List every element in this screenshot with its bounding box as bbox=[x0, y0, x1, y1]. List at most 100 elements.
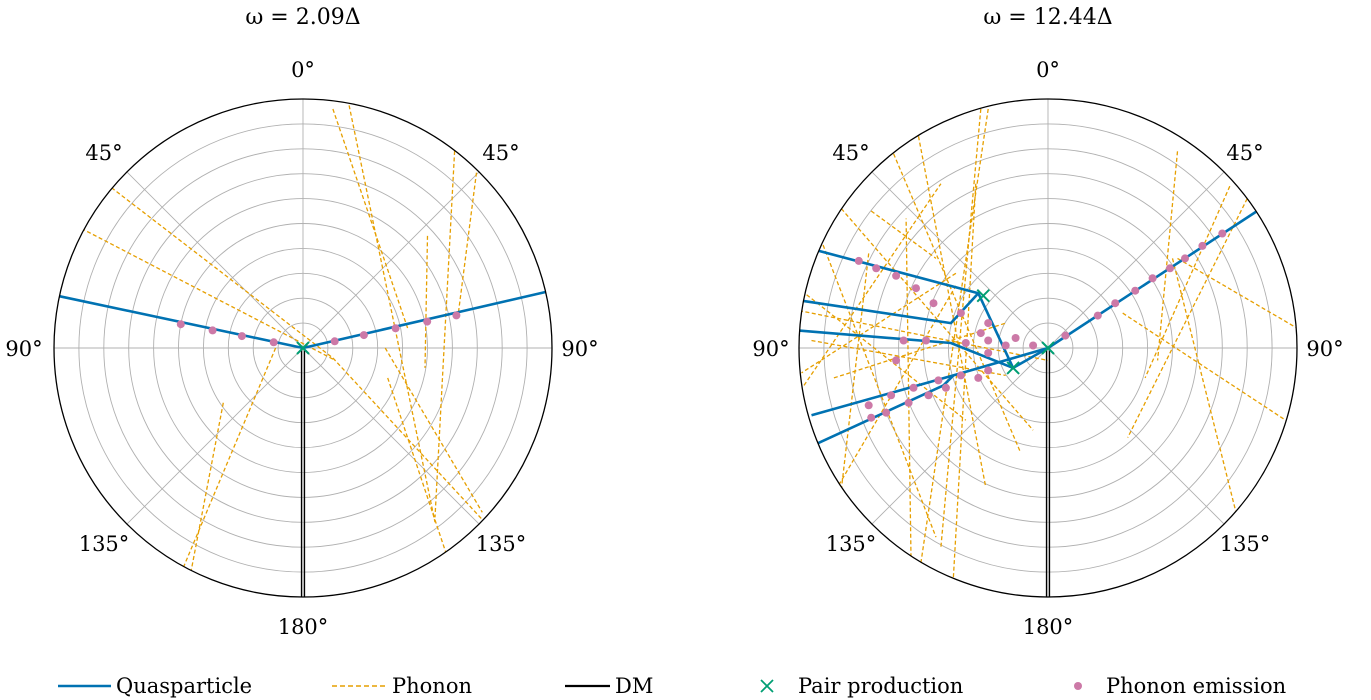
phonon-line bbox=[920, 108, 989, 563]
polar-plot-right: ω = 12.44Δ 0° 45° 45° 90° 90° 135° 135° … bbox=[752, 5, 1343, 639]
plot-title-left: ω = 2.09Δ bbox=[245, 5, 360, 30]
phonon-line bbox=[801, 272, 957, 374]
phonon-line bbox=[81, 227, 336, 361]
pair-production-stroke bbox=[976, 289, 990, 303]
angle-label-lower-right-left: 135° bbox=[476, 532, 527, 556]
angle-label-upper-right-left: 45° bbox=[482, 141, 519, 165]
phonon-emission-point bbox=[1061, 331, 1070, 340]
phonon-emission-point bbox=[924, 391, 933, 400]
phonon-emission-points-left bbox=[176, 311, 461, 347]
phonon-emission-point bbox=[974, 373, 983, 382]
phonon-emission-point bbox=[423, 317, 432, 326]
phonon-emission-point bbox=[1198, 241, 1207, 250]
legend-item-quasiparticle: Quasparticle bbox=[58, 674, 252, 698]
phonon-line bbox=[1144, 185, 1231, 379]
legend-label-pair-production: Pair production bbox=[798, 674, 963, 698]
legend-swatch-pair-production bbox=[760, 679, 774, 693]
grid-spoke bbox=[302, 347, 480, 525]
angle-label-left-left: 90° bbox=[5, 337, 42, 361]
phonon-emission-point bbox=[872, 264, 881, 273]
phonon-emission-point bbox=[882, 408, 891, 417]
quasiparticle-line bbox=[811, 346, 1049, 417]
legend: Quasparticle Phonon DM Pair production P… bbox=[58, 674, 1286, 698]
phonon-emission-point bbox=[956, 371, 965, 380]
phonon-emission-point bbox=[1131, 286, 1140, 295]
angle-label-bottom-left: 180° bbox=[278, 615, 329, 639]
phonon-line bbox=[840, 253, 870, 490]
phonon-emission-point bbox=[1029, 341, 1038, 350]
phonon-line bbox=[456, 166, 478, 321]
phonon-line bbox=[190, 402, 224, 573]
phonon-emission-point bbox=[984, 336, 993, 345]
phonon-emission-point bbox=[1093, 311, 1102, 320]
phonon-emission-point bbox=[984, 349, 993, 357]
grid-spoke bbox=[1047, 347, 1225, 525]
phonon-emission-point bbox=[1001, 341, 1010, 350]
grid-spoke bbox=[126, 347, 304, 525]
phonon-line bbox=[870, 210, 937, 259]
legend-label-dm: DM bbox=[615, 674, 653, 698]
phonon-emission-point bbox=[452, 311, 461, 320]
dm-line-right bbox=[1045, 348, 1051, 597]
phonon-emission-point bbox=[330, 337, 339, 346]
phonon-line bbox=[952, 183, 977, 578]
angle-label-upper-left-left: 45° bbox=[85, 141, 122, 165]
pair-production-markers-right bbox=[976, 289, 1055, 375]
grid-spoke bbox=[302, 171, 480, 349]
phonon-line bbox=[424, 235, 429, 368]
phonon-emission-point bbox=[941, 383, 950, 392]
phonon-emission-point bbox=[867, 413, 876, 422]
phonon-emission-point bbox=[892, 356, 901, 365]
phonon-emission-point bbox=[984, 366, 993, 375]
phonon-emission-point bbox=[854, 256, 863, 265]
legend-item-phonon: Phonon bbox=[332, 674, 472, 698]
legend-item-pair-production: Pair production bbox=[760, 674, 963, 698]
phonon-emission-point bbox=[934, 376, 943, 385]
polar-frame-left bbox=[53, 98, 553, 598]
angle-label-lower-right-right: 135° bbox=[1220, 532, 1271, 556]
polar-frame-right bbox=[798, 98, 1298, 598]
phonon-emission-point bbox=[892, 271, 901, 280]
legend-label-phonon-emission: Phonon emission bbox=[1106, 674, 1286, 698]
phonon-emission-point bbox=[269, 338, 278, 347]
phonon-line bbox=[801, 290, 967, 421]
angle-label-upper-right-right: 45° bbox=[1226, 141, 1263, 165]
pair-production-stroke bbox=[1006, 361, 1020, 375]
phonon-line bbox=[387, 377, 449, 558]
phonon-emission-point bbox=[887, 391, 896, 400]
pair-production-stroke bbox=[1041, 341, 1055, 355]
phonon-line bbox=[347, 99, 436, 523]
phonon-line bbox=[105, 183, 334, 359]
phonon-line bbox=[1156, 151, 1179, 361]
angle-label-left-right: 90° bbox=[752, 337, 789, 361]
polar-plot-left: ω = 2.09Δ 0° 45° 45° 90° 90° 135° 135° 1… bbox=[5, 5, 598, 639]
phonon-emission-point bbox=[391, 324, 400, 333]
angle-label-lower-left-right: 135° bbox=[826, 532, 877, 556]
phonon-emission-point bbox=[1218, 229, 1227, 238]
angle-label-top-left: 0° bbox=[291, 58, 315, 82]
phonon-emission-points-right bbox=[854, 229, 1227, 422]
phonon-emission-point bbox=[984, 319, 993, 328]
phonon-line bbox=[940, 108, 982, 548]
phonon-lines-left bbox=[81, 99, 486, 573]
phonon-line bbox=[1122, 312, 1297, 429]
legend-label-phonon: Phonon bbox=[392, 674, 472, 698]
quasiparticle-line bbox=[799, 329, 1014, 370]
phonon-emission-point bbox=[359, 331, 368, 340]
phonon-line bbox=[840, 208, 1034, 431]
phonon-line bbox=[384, 347, 483, 513]
pair-production-marker bbox=[1041, 341, 1055, 355]
pair-production-marker bbox=[296, 341, 310, 355]
grid-spoke bbox=[1047, 171, 1225, 349]
phonon-emission-point bbox=[1181, 254, 1189, 263]
phonon-line bbox=[1171, 258, 1248, 558]
grid-spoke bbox=[126, 171, 304, 349]
phonon-emission-point bbox=[864, 401, 873, 410]
quasiparticle-line bbox=[801, 292, 980, 325]
phonon-line bbox=[1177, 257, 1297, 329]
phonon-emission-point bbox=[899, 336, 908, 345]
pair-production-marker bbox=[1006, 361, 1020, 375]
angle-label-bottom-right: 180° bbox=[1023, 615, 1074, 639]
phonon-emission-point bbox=[1166, 264, 1174, 273]
